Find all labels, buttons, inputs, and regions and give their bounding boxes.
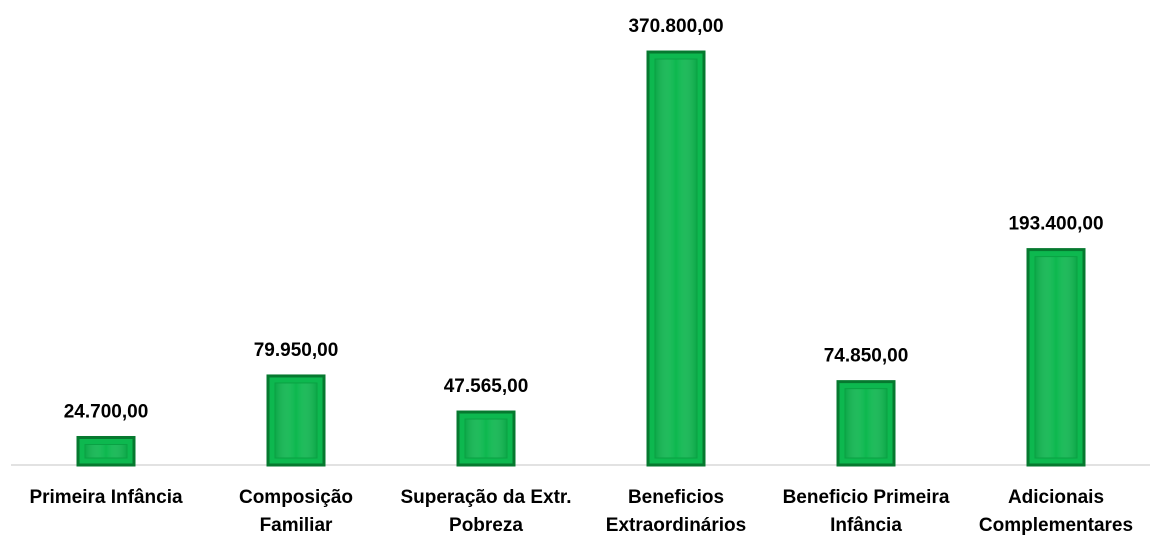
x-tick-label: Composição Familiar xyxy=(238,487,354,536)
value-label: 24.700,00 xyxy=(64,401,149,422)
bar-bevel xyxy=(844,388,888,459)
x-tick-label: Primeira Infância xyxy=(29,487,183,508)
value-label: 47.565,00 xyxy=(444,376,529,397)
x-tick-label: Beneficio Primeira Infância xyxy=(782,487,950,536)
value-label: 74.850,00 xyxy=(824,346,909,367)
bar-bevel xyxy=(84,443,128,459)
bar-bevel xyxy=(464,418,508,459)
bar-bevel xyxy=(654,58,698,459)
value-label: 370.800,00 xyxy=(628,16,723,37)
value-label: 79.950,00 xyxy=(254,340,339,361)
x-tick-label: Beneficios Extraordinários xyxy=(605,487,747,536)
x-tick-label: Adicionais Complementares xyxy=(978,487,1134,536)
bar-bevel xyxy=(1034,256,1078,459)
x-tick-label: Superação da Extr. Pobreza xyxy=(400,487,572,536)
value-label: 193.400,00 xyxy=(1008,214,1103,235)
bar-bevel xyxy=(274,382,318,459)
